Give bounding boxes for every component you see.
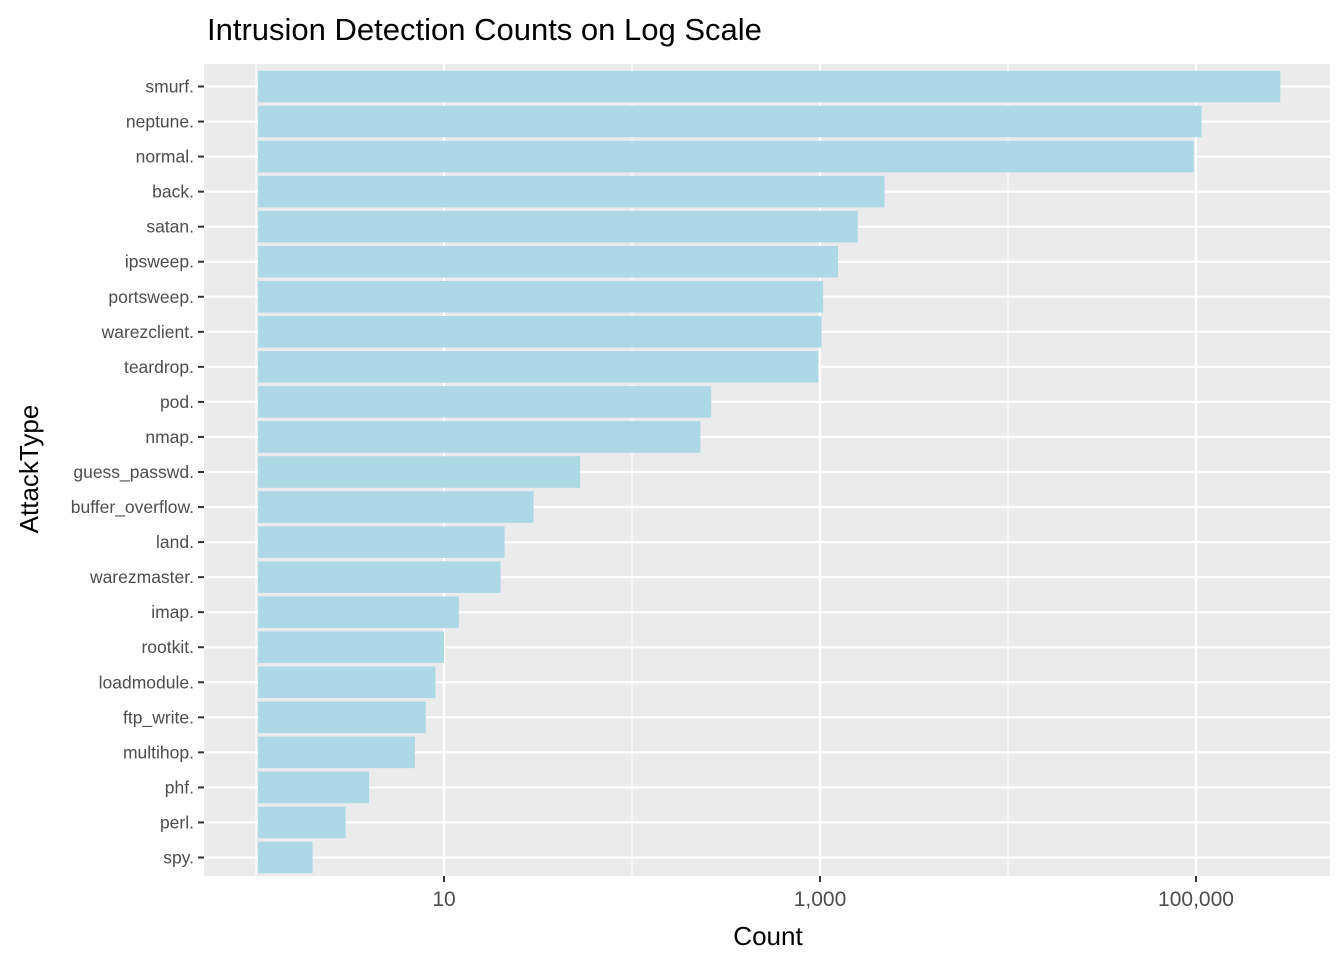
bar — [258, 701, 426, 734]
bar — [258, 596, 459, 628]
y-tick-label: pod. — [160, 392, 194, 412]
x-axis-title: Count — [733, 921, 803, 951]
y-tick-label: satan. — [146, 217, 194, 237]
x-tick-label: 100,000 — [1158, 888, 1234, 911]
y-tick-label: imap. — [151, 602, 194, 622]
bar — [258, 561, 501, 593]
chart-title: Intrusion Detection Counts on Log Scale — [207, 12, 762, 47]
y-tick-label: back. — [152, 182, 194, 202]
y-tick-label: smurf. — [145, 77, 194, 97]
y-tick-label: normal. — [136, 147, 194, 167]
bar — [258, 456, 581, 488]
bar — [258, 526, 505, 558]
bar — [258, 631, 444, 663]
bar — [258, 70, 1281, 103]
y-axis-title: AttackType — [14, 405, 44, 534]
bar — [258, 316, 822, 348]
y-tick-label: warezmaster. — [89, 567, 194, 587]
bars — [258, 70, 1281, 874]
y-tick-label: multihop. — [123, 742, 194, 762]
bar — [258, 666, 436, 699]
bar — [258, 421, 701, 453]
y-tick-label: portsweep. — [108, 287, 194, 307]
bar — [258, 736, 415, 769]
y-tick-label: phf. — [165, 777, 194, 797]
y-tick-label: teardrop. — [124, 357, 194, 377]
y-tick-label: guess_passwd. — [73, 462, 194, 483]
bar — [258, 771, 370, 804]
x-tick-label: 10 — [432, 888, 455, 911]
y-tick-label: buffer_overflow. — [71, 497, 194, 518]
y-tick-label: warezclient. — [101, 322, 194, 342]
x-tick-label: 1,000 — [794, 888, 847, 911]
bar — [258, 281, 824, 313]
bar — [258, 140, 1194, 173]
bar — [258, 491, 534, 523]
bar — [258, 841, 313, 874]
x-axis: 10 1,000 100,000 — [432, 876, 1234, 911]
y-tick-label: rootkit. — [141, 637, 194, 657]
y-tick-label: perl. — [160, 812, 194, 832]
bar — [258, 351, 819, 383]
y-tick-label: spy. — [163, 848, 194, 868]
y-tick-label: nmap. — [145, 427, 194, 447]
y-tick-label: neptune. — [126, 112, 194, 132]
y-tick-label: ipsweep. — [125, 252, 194, 272]
bar — [258, 386, 712, 418]
y-axis: smurf. neptune. normal. back. satan. ipsweep.… — [71, 77, 204, 868]
y-tick-label: loadmodule. — [99, 672, 194, 692]
y-tick-label: ftp_write. — [123, 707, 194, 728]
bar — [258, 175, 885, 208]
bar — [258, 245, 839, 278]
bar — [258, 210, 858, 243]
bar — [258, 806, 346, 839]
bar — [258, 105, 1202, 138]
y-tick-label: land. — [156, 532, 194, 552]
